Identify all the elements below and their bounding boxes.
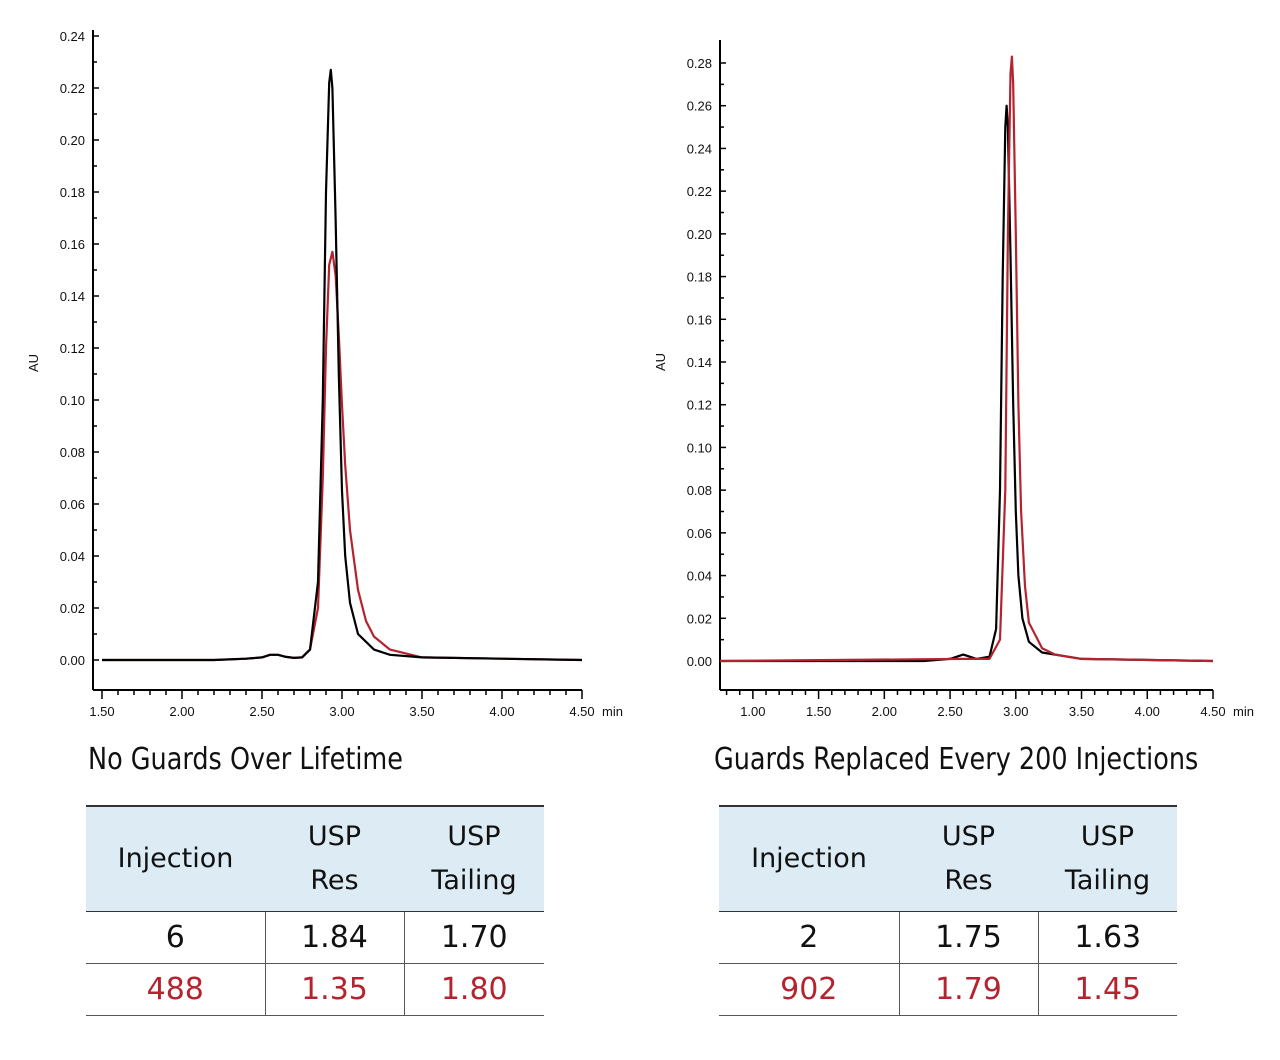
cell: 488 (86, 963, 265, 1016)
y-tick-label: 0.16 (60, 237, 85, 252)
x-tick-label: 3.50 (1069, 704, 1094, 719)
y-tick-label: 0.20 (687, 227, 712, 242)
table-row: 6 1.84 1.70 (86, 911, 544, 964)
left-chart-title: No Guards Over Lifetime (88, 742, 403, 777)
x-unit-label: min (602, 704, 623, 719)
y-tick-label: 0.22 (687, 184, 712, 199)
header-injection: Injection (719, 805, 899, 912)
cell: 6 (86, 911, 265, 964)
y-tick-label: 0.06 (687, 526, 712, 541)
header-usp-tailing-label: USP Tailing (1064, 821, 1151, 896)
y-tick-label: 0.08 (60, 445, 85, 460)
x-tick-label: 3.00 (329, 704, 354, 719)
x-tick-label: 3.50 (409, 704, 434, 719)
y-tick-label: 0.28 (687, 56, 712, 71)
x-tick-label: 1.50 (806, 704, 831, 719)
x-tick-label: 2.00 (872, 704, 897, 719)
x-tick-label: 2.50 (937, 704, 962, 719)
y-tick-label: 0.04 (60, 549, 85, 564)
header-usp-res: USP Res (265, 805, 404, 912)
header-usp-res-label: USP Res (941, 821, 996, 896)
y-tick-label: 0.12 (60, 341, 85, 356)
y-tick-label: 0.08 (687, 483, 712, 498)
table-header-row: Injection USP Res USP Tailing (86, 805, 544, 912)
cell: 902 (719, 963, 899, 1016)
cell: 1.75 (898, 911, 1038, 964)
x-tick-label: 4.50 (569, 704, 594, 719)
cell: 1.84 (264, 911, 404, 964)
header-usp-res: USP Res (899, 805, 1038, 912)
x-tick-label: 4.00 (1135, 704, 1160, 719)
chromatogram-charts: 0.00 0.02 0.04 0.06 0.08 0.10 0.12 0.14 0.16 0.18… (26, 29, 1254, 719)
y-tick-label: 0.02 (687, 611, 712, 626)
x-tick-label: 4.00 (489, 704, 514, 719)
header-usp-res-label: USP Res (307, 821, 362, 896)
y-axis-label: AU (26, 354, 41, 372)
y-tick-label: 0.04 (687, 569, 712, 584)
x-tick-label: 1.00 (740, 704, 765, 719)
chart-1: 0.00 0.02 0.04 0.06 0.08 0.10 0.12 0.14 0.16 0.18… (653, 40, 1254, 719)
cell: 1.70 (403, 911, 544, 964)
series-line-0 (720, 104, 1214, 663)
y-tick-label: 0.16 (687, 312, 712, 327)
left-results-table: Injection USP Res USP Tailing 6 1.84 1.7… (86, 805, 544, 1016)
x-tick-label: 2.50 (249, 704, 274, 719)
y-tick-label: 0.24 (687, 141, 712, 156)
x-unit-label: min (1233, 704, 1254, 719)
right-results-table: Injection USP Res USP Tailing 2 1.75 1.6… (719, 805, 1177, 1016)
x-tick-label: 1.50 (89, 704, 114, 719)
series-line-1 (102, 68, 583, 662)
table-row: 2 1.75 1.63 (719, 911, 1177, 964)
x-tick-label: 2.00 (169, 704, 194, 719)
header-usp-tailing: USP Tailing (1038, 805, 1177, 912)
y-axis-label: AU (653, 353, 668, 371)
y-tick-label: 0.06 (60, 497, 85, 512)
y-tick-label: 0.24 (60, 29, 85, 44)
cell: 1.63 (1037, 911, 1177, 964)
y-tick-label: 0.14 (687, 355, 712, 370)
y-tick-label: 0.12 (687, 398, 712, 413)
cell: 1.79 (898, 963, 1038, 1016)
series-line-1 (719, 55, 1214, 663)
y-tick-label: 0.20 (60, 133, 85, 148)
y-tick-label: 0.10 (60, 393, 85, 408)
y-tick-label: 0.00 (60, 653, 85, 668)
chart-0: 0.00 0.02 0.04 0.06 0.08 0.10 0.12 0.14 0.16 0.18… (26, 29, 623, 719)
y-tick-label: 0.18 (687, 270, 712, 285)
y-tick-label: 0.26 (687, 99, 712, 114)
header-usp-tailing: USP Tailing (404, 805, 544, 912)
cell: 2 (719, 911, 899, 964)
cell: 1.45 (1037, 963, 1177, 1016)
y-tick-label: 0.22 (60, 81, 85, 96)
y-tick-label: 0.14 (60, 289, 85, 304)
y-tick-label: 0.02 (60, 601, 85, 616)
cell: 1.35 (264, 963, 404, 1016)
table-row: 902 1.79 1.45 (719, 963, 1177, 1016)
table-header-row: Injection USP Res USP Tailing (719, 805, 1177, 912)
x-tick-label: 3.00 (1003, 704, 1028, 719)
header-usp-tailing-label: USP Tailing (431, 821, 517, 896)
y-tick-label: 0.10 (687, 440, 712, 455)
x-tick-label: 4.50 (1200, 704, 1225, 719)
y-tick-label: 0.00 (687, 654, 712, 669)
cell: 1.80 (403, 963, 544, 1016)
header-injection: Injection (86, 805, 265, 912)
right-chart-title: Guards Replaced Every 200 Injections (714, 742, 1199, 777)
table-row: 488 1.35 1.80 (86, 963, 544, 1016)
y-tick-label: 0.18 (60, 185, 85, 200)
